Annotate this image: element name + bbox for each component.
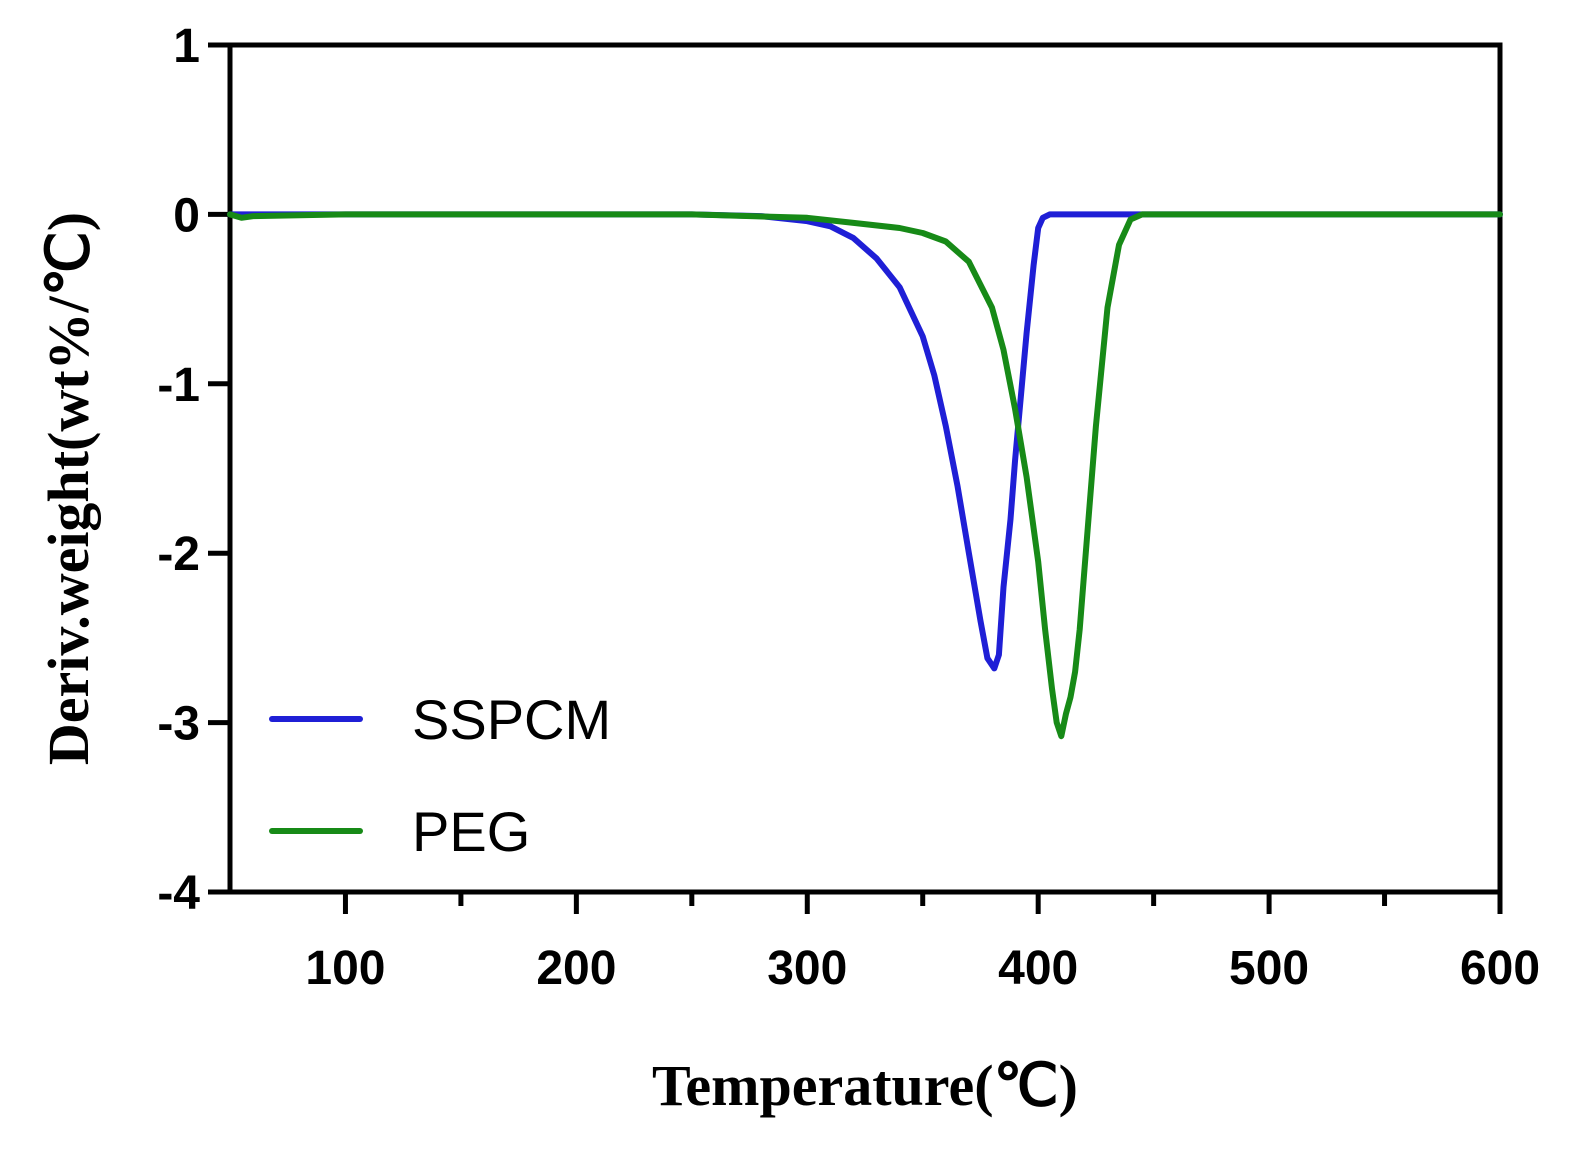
x-tick-label: 600: [1460, 942, 1540, 995]
y-tick-label: 1: [173, 20, 200, 73]
x-tick-label: 300: [767, 942, 847, 995]
series-line-sspcm: [227, 211, 1503, 672]
plot-area-frame: [227, 42, 1503, 895]
x-axis-title: Temperature(℃): [652, 1053, 1078, 1118]
y-tick-label: -1: [157, 359, 200, 412]
x-tick-label: 200: [536, 942, 616, 995]
legend-label-sspcm: SSPCM: [412, 688, 611, 751]
x-tick-label: 500: [1229, 942, 1309, 995]
series-line-peg: [227, 211, 1503, 740]
legend: SSPCM PEG: [269, 688, 611, 863]
x-axis: 100 200 300 400 500 600: [305, 892, 1540, 995]
y-tick-label: -3: [157, 698, 200, 751]
y-axis-title: Deriv.weight(wt%/℃): [36, 212, 101, 765]
y-tick-label: -4: [157, 867, 200, 920]
x-tick-label: 400: [998, 942, 1078, 995]
y-tick-label: 0: [173, 189, 200, 242]
series-layer: [227, 211, 1503, 740]
legend-label-peg: PEG: [412, 800, 530, 863]
y-axis: 1 0 -1 -2 -3 -4: [157, 20, 230, 920]
y-tick-label: -2: [157, 528, 200, 581]
x-tick-label: 100: [305, 942, 385, 995]
